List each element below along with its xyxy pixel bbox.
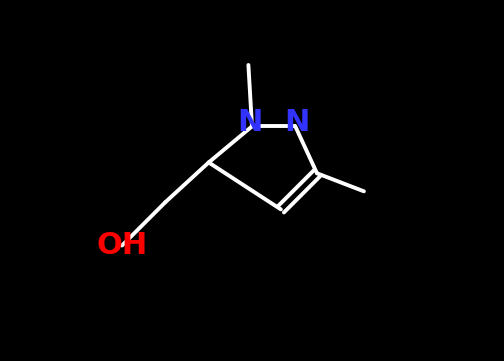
Text: N: N [237,108,263,137]
Text: OH: OH [96,231,148,260]
Text: N: N [284,108,310,137]
